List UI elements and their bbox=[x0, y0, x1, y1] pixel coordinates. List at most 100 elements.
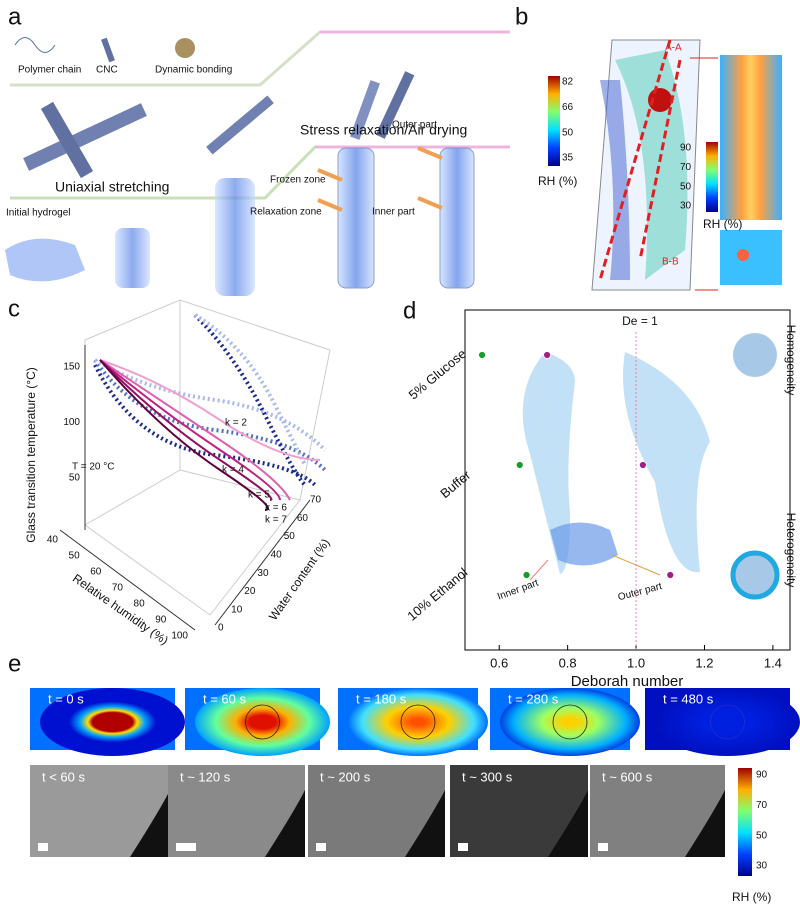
point bbox=[666, 571, 675, 579]
colorbar-tick-label: 50 bbox=[562, 127, 574, 138]
tick-label: 80 bbox=[134, 599, 146, 610]
colorbar-tick-label: 70 bbox=[680, 162, 692, 173]
annotation: Heterogeneity bbox=[784, 513, 798, 588]
simulation-field bbox=[655, 688, 800, 756]
sem-edge bbox=[265, 790, 305, 857]
colorbar-tick-label: 66 bbox=[562, 102, 574, 113]
simulation-field bbox=[500, 688, 640, 756]
scale-bar bbox=[598, 843, 608, 851]
panel-a-art bbox=[5, 30, 510, 296]
label: Uniaxial stretching bbox=[55, 179, 169, 195]
panel-label: a bbox=[8, 3, 22, 30]
colorbar-tick-label: 90 bbox=[680, 143, 692, 154]
colorbar-tick-label: 35 bbox=[562, 153, 574, 164]
scale-bar bbox=[458, 843, 468, 851]
tick-label: 70 bbox=[310, 495, 322, 506]
colorbar-tick-label: 50 bbox=[756, 830, 768, 841]
tick-label: 50 bbox=[69, 551, 81, 562]
outline bbox=[710, 704, 745, 740]
panel-c-art bbox=[59, 299, 331, 631]
label: CNC bbox=[96, 65, 118, 76]
label: Outer part bbox=[392, 120, 437, 131]
simulation-field bbox=[40, 688, 185, 756]
colorbar-label: RH (%) bbox=[732, 890, 771, 904]
panel-label: d bbox=[403, 297, 416, 324]
panel-b-art bbox=[548, 39, 782, 291]
tick-label: 90 bbox=[155, 615, 167, 626]
annotation: k = 6 bbox=[265, 503, 287, 514]
colorbar-tick-label: 90 bbox=[756, 770, 768, 781]
annotation: k = 4 bbox=[222, 465, 244, 476]
label: Relaxation zone bbox=[250, 207, 322, 218]
sem-edge bbox=[405, 790, 445, 857]
outline bbox=[245, 704, 280, 740]
y-tick-label: Buffer bbox=[437, 467, 474, 501]
label: Initial hydrogel bbox=[6, 208, 70, 219]
annotation: Inner part bbox=[496, 578, 540, 603]
colorbar-label: RH (%) bbox=[703, 217, 742, 231]
colorbar bbox=[548, 76, 560, 166]
sem-edge bbox=[130, 790, 170, 857]
y-tick-label: 5% Glucose bbox=[406, 346, 469, 403]
annotation: k = 2 bbox=[225, 418, 247, 429]
colorbar-tick-label: 70 bbox=[756, 800, 768, 811]
label: B-B bbox=[662, 257, 679, 268]
x-tick-label: 1.2 bbox=[695, 655, 713, 670]
colorbar bbox=[706, 142, 718, 212]
axis-label: Deborah number bbox=[571, 673, 684, 690]
time-label: t = 280 s bbox=[508, 691, 559, 706]
sem-edge bbox=[685, 790, 725, 857]
outline bbox=[400, 704, 436, 740]
annotation: Outer part bbox=[617, 581, 664, 603]
tick-label: 100 bbox=[63, 417, 80, 428]
label: Frozen zone bbox=[270, 175, 326, 186]
point bbox=[638, 461, 647, 469]
time-label: t < 60 s bbox=[42, 769, 85, 784]
annotation: De = 1 bbox=[622, 314, 658, 328]
tick-label: 60 bbox=[90, 567, 102, 578]
annotation: k = 5 bbox=[248, 490, 270, 501]
label: Stress relaxation/Air drying bbox=[300, 122, 467, 138]
label: Polymer chain bbox=[18, 65, 81, 76]
annotation: Homogeneity bbox=[784, 325, 798, 396]
point bbox=[478, 351, 487, 359]
tick-label: 60 bbox=[297, 513, 309, 524]
annotation: T = 20 °C bbox=[72, 462, 114, 473]
tick-label: 50 bbox=[69, 473, 81, 484]
time-label: t = 0 s bbox=[48, 691, 84, 706]
tick-label: 100 bbox=[171, 631, 188, 642]
simulation-field bbox=[195, 688, 330, 756]
time-label: t = 60 s bbox=[203, 691, 246, 706]
tick-label: 40 bbox=[271, 549, 283, 560]
scale-bar bbox=[38, 843, 48, 851]
label: A-A bbox=[665, 43, 682, 54]
time-label: t = 480 s bbox=[663, 691, 714, 706]
colorbar bbox=[738, 768, 752, 876]
colorbar-tick-label: 30 bbox=[680, 201, 692, 212]
time-label: t ~ 300 s bbox=[462, 769, 513, 784]
time-label: t = 180 s bbox=[356, 691, 407, 706]
label: Inner part bbox=[372, 207, 415, 218]
outline bbox=[552, 704, 588, 740]
tick-label: 40 bbox=[47, 535, 59, 546]
colorbar-tick-label: 82 bbox=[562, 77, 574, 88]
colorbar-tick-label: 50 bbox=[680, 181, 692, 192]
tick-label: 150 bbox=[63, 362, 80, 373]
tick-label: 10 bbox=[231, 604, 243, 615]
y-tick-label: 10% Ethanol bbox=[404, 565, 470, 624]
panel-d-art bbox=[464, 309, 791, 651]
panel-label: e bbox=[8, 650, 21, 677]
panel-label: c bbox=[8, 295, 20, 322]
scale-bar bbox=[316, 843, 326, 851]
time-label: t ~ 200 s bbox=[320, 769, 371, 784]
annotation: k = 7 bbox=[265, 515, 287, 526]
tick-label: 70 bbox=[112, 583, 124, 594]
point bbox=[543, 351, 552, 359]
simulation-field bbox=[348, 688, 488, 756]
colorbar-label: RH (%) bbox=[538, 174, 577, 188]
time-label: t ~ 600 s bbox=[602, 769, 653, 784]
point bbox=[522, 571, 531, 579]
tick-label: 50 bbox=[284, 531, 296, 542]
x-tick-label: 1.4 bbox=[764, 655, 782, 670]
